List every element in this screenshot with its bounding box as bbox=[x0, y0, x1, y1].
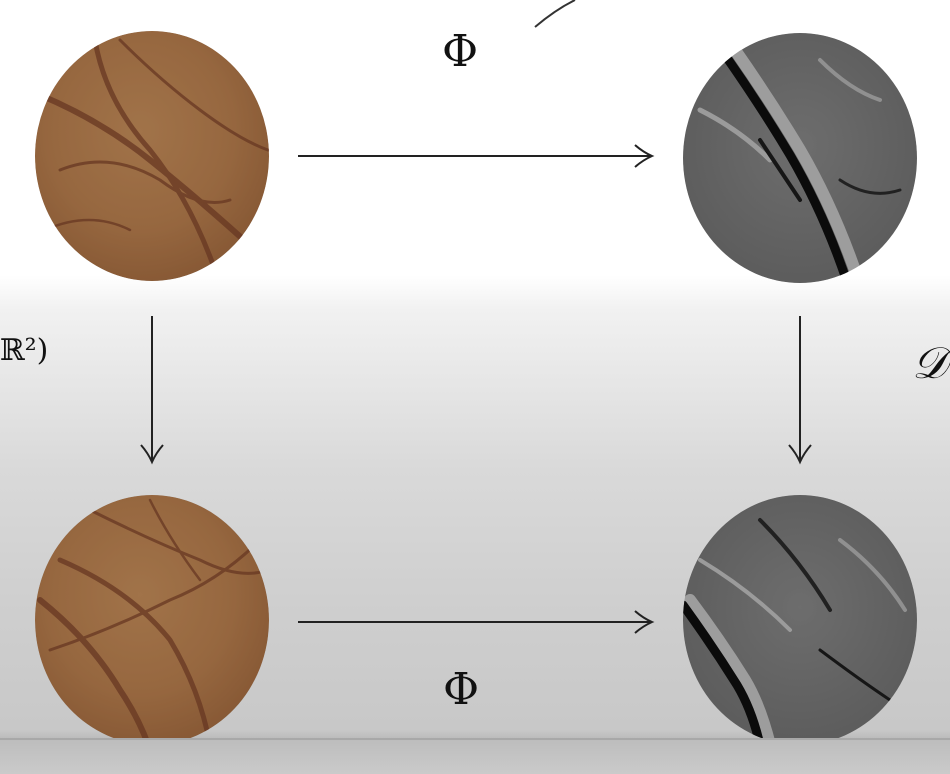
phi-label-top: Φ bbox=[442, 26, 479, 77]
feature-map-bottom bbox=[683, 495, 917, 745]
fundus-image-bottom bbox=[35, 495, 269, 745]
curve-stroke bbox=[534, 0, 576, 28]
feature-map-top bbox=[683, 33, 917, 283]
bottom-scrollbar-band bbox=[0, 738, 950, 774]
right-vertical-label: 𝒟 bbox=[912, 338, 948, 389]
left-vertical-label: (ℝ²) bbox=[0, 333, 49, 368]
arrow-top-horizontal bbox=[298, 144, 655, 168]
phi-label-bottom: Φ bbox=[443, 664, 480, 715]
arrow-bottom-horizontal bbox=[298, 610, 655, 634]
arrow-right-vertical bbox=[788, 316, 812, 465]
fundus-image-top bbox=[35, 31, 269, 281]
arrow-left-vertical bbox=[140, 316, 164, 465]
